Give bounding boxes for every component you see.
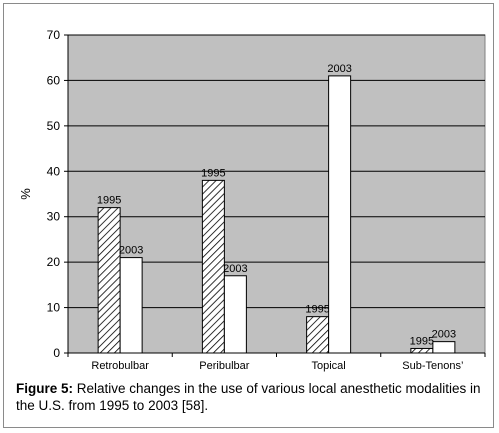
bar-2003 [119, 257, 143, 354]
y-tick-label: 30 [47, 210, 61, 224]
bar-data-label: 1995 [97, 195, 121, 207]
bar-2003 [223, 275, 247, 354]
bar-2003 [432, 341, 456, 354]
figure-caption: Figure 5: Relative changes in the use of… [16, 380, 486, 414]
bar-data-label: 2003 [223, 263, 247, 275]
y-tick-label: 40 [47, 164, 61, 178]
category-label: Retrobulbar [91, 360, 149, 372]
axes: 0 10 20 30 40 50 60 70 Retrobulbar Peribulbar Topi… [47, 28, 486, 372]
bar-data-label: 2003 [432, 329, 456, 341]
y-axis-label: % [18, 188, 33, 200]
bar-2003 [328, 75, 352, 354]
y-tick-label: 50 [47, 119, 61, 133]
bar-data-label: 1995 [201, 167, 225, 179]
bar-1995 [410, 347, 434, 354]
category-label: Topical [312, 360, 346, 372]
y-tick-label: 20 [47, 255, 61, 269]
bar-1995 [306, 316, 330, 354]
y-tick-label: 0 [53, 346, 60, 360]
bar-data-label: 2003 [119, 245, 143, 257]
bar-1995 [201, 179, 225, 354]
caption-text: Relative changes in the use of various l… [16, 381, 481, 413]
y-tick-label: 10 [47, 301, 61, 315]
caption-label: Figure 5: [16, 381, 74, 396]
bar-data-label: 1995 [305, 304, 329, 316]
bar-1995 [97, 207, 121, 354]
y-tick-label: 70 [47, 28, 61, 42]
y-tick-label: 60 [47, 73, 61, 87]
category-label: Sub-Tenons’ [402, 360, 463, 372]
bar-data-label: 2003 [327, 63, 351, 75]
bar-data-label: 1995 [410, 335, 434, 347]
category-label: Peribulbar [199, 360, 249, 372]
